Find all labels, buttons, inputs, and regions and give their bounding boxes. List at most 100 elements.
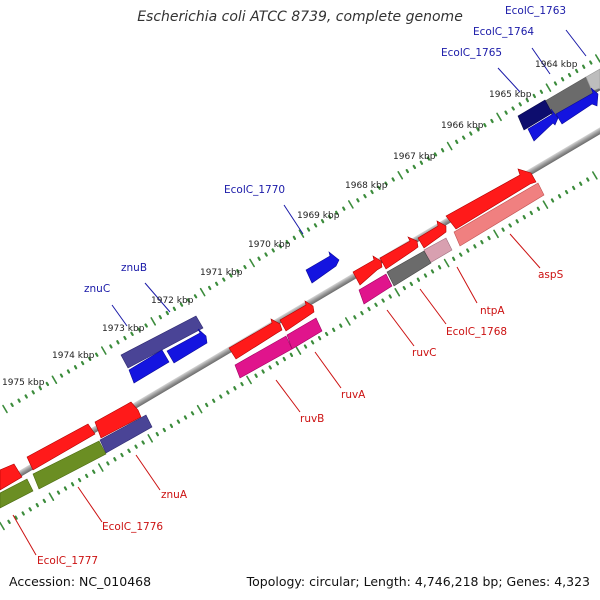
- kbp-minor-tick: [303, 344, 308, 349]
- kbp-minor-tick: [226, 390, 230, 395]
- kbp-minor-tick: [476, 127, 480, 132]
- kbp-minor-tick: [144, 323, 148, 328]
- kbp-label: 1972 kbp: [151, 296, 194, 306]
- gene-label-znuc: znuC: [84, 283, 110, 295]
- kbp-minor-tick: [363, 194, 367, 199]
- kbp-major-tick: [2, 404, 8, 414]
- kbp-minor-tick: [21, 511, 25, 516]
- kbp-minor-tick: [137, 327, 141, 332]
- gene-label-ecolc-1776: EcolC_1776: [102, 521, 163, 533]
- gene-feature-red-ruvb[interactable]: [228, 318, 283, 360]
- kbp-minor-tick: [433, 152, 438, 157]
- kbp-minor-tick: [14, 515, 18, 520]
- kbp-label: 1975 kbp: [2, 378, 45, 388]
- kbp-minor-tick: [179, 302, 184, 307]
- gene-label-ruvc: ruvC: [412, 347, 437, 359]
- kbp-minor-tick: [186, 298, 191, 303]
- kbp-minor-tick: [45, 381, 50, 387]
- kbp-minor-tick: [120, 452, 124, 458]
- kbp-minor-tick: [426, 156, 431, 161]
- kbp-minor-tick: [511, 106, 515, 111]
- kbp-minor-tick: [339, 323, 343, 328]
- kbp-minor-tick: [578, 181, 583, 186]
- kbp-minor-tick: [440, 148, 445, 153]
- kbp-minor-tick: [324, 331, 329, 337]
- gene-feature-olive-ec1777[interactable]: [0, 478, 34, 509]
- kbp-minor-tick: [589, 60, 593, 65]
- gene-feature-red-left[interactable]: [0, 463, 23, 491]
- kbp-label: 1969 kbp: [297, 211, 340, 221]
- kbp-minor-tick: [423, 273, 428, 278]
- gene-feature-blue-top-2[interactable]: [527, 108, 559, 142]
- kbp-major-tick: [51, 375, 58, 385]
- leader-line: [135, 454, 161, 491]
- leader-line: [531, 47, 551, 75]
- genome-backbone: [0, 75, 600, 537]
- kbp-minor-tick: [176, 419, 181, 424]
- kbp-minor-tick: [536, 206, 541, 211]
- kbp-minor-tick: [377, 185, 381, 190]
- kbp-minor-tick: [63, 486, 68, 491]
- kbp-minor-tick: [190, 411, 195, 416]
- kbp-minor-tick: [459, 252, 463, 257]
- gene-feature-red-ntpa[interactable]: [417, 220, 447, 249]
- kbp-minor-tick: [529, 210, 534, 216]
- kbp-minor-tick: [581, 64, 586, 69]
- kbp-minor-tick: [106, 461, 110, 466]
- kbp-minor-tick: [116, 340, 120, 345]
- kbp-minor-tick: [24, 394, 28, 399]
- kbp-minor-tick: [7, 519, 11, 525]
- kbp-minor-tick: [42, 498, 47, 504]
- map-title: Escherichia coli ATCC 8739, complete gen…: [137, 9, 463, 25]
- gene-feature-blue-ec1770[interactable]: [305, 251, 340, 284]
- gene-feature-znub[interactable]: [120, 315, 204, 369]
- kbp-major-tick: [394, 287, 401, 297]
- gene-feature-red-ruvc[interactable]: [352, 255, 383, 286]
- kbp-major-tick: [496, 112, 502, 122]
- leader-line: [565, 29, 587, 57]
- kbp-minor-tick: [550, 198, 555, 203]
- gene-feature-navy-top[interactable]: [517, 99, 553, 131]
- kbp-minor-tick: [313, 223, 318, 228]
- gene-feature-red-ec1776[interactable]: [94, 401, 142, 439]
- leader-line: [144, 282, 171, 313]
- kbp-minor-tick: [193, 294, 198, 299]
- kbp-minor-tick: [567, 72, 572, 78]
- gene-feature-znuc[interactable]: [128, 349, 170, 384]
- kbp-label: 1973 kbp: [102, 324, 145, 334]
- gene-feature-red-ec1768[interactable]: [379, 236, 419, 270]
- kbp-major-tick: [48, 492, 55, 502]
- gene-feature-blue-top[interactable]: [555, 87, 599, 125]
- kbp-minor-tick: [127, 448, 131, 453]
- kbp-minor-tick: [268, 365, 272, 370]
- kbp-minor-tick: [466, 248, 470, 253]
- gene-feature-red-asps[interactable]: [445, 168, 537, 230]
- gene-label-ecolc-1763: EcolC_1763: [505, 5, 566, 17]
- kbp-minor-tick: [405, 169, 409, 174]
- kbp-minor-tick: [87, 356, 92, 361]
- kbp-minor-tick: [94, 352, 99, 357]
- gene-feature-olive-ec1776[interactable]: [32, 440, 107, 490]
- gene-feature-znuc-2[interactable]: [166, 328, 208, 364]
- kbp-minor-tick: [412, 164, 417, 170]
- gene-feature-znua[interactable]: [99, 414, 153, 454]
- kbp-major-tick: [397, 171, 404, 180]
- gene-feature-red-ruva[interactable]: [279, 300, 315, 332]
- kbp-minor-tick: [310, 340, 315, 345]
- gene-feature-magenta-ruvc[interactable]: [358, 273, 393, 305]
- kbp-minor-tick: [356, 198, 360, 203]
- kbp-major-tick: [199, 287, 206, 297]
- kbp-minor-tick: [183, 415, 188, 420]
- kbp-label: 1968 kbp: [345, 181, 388, 191]
- gene-feature-salmon-asps[interactable]: [453, 182, 545, 247]
- kbp-minor-tick: [278, 244, 282, 249]
- gene-feature-gray-ec1768[interactable]: [386, 250, 432, 287]
- gene-feature-magenta-ruvb[interactable]: [234, 335, 293, 379]
- gene-feature-red-ec1777[interactable]: [26, 423, 96, 471]
- map-labels: 1964 kbp 1965 kbp 1966 kbp 1967 kbp 1968…: [2, 5, 578, 567]
- gene-feature-light-gray-top[interactable]: [585, 68, 600, 92]
- kbp-minor-tick: [409, 281, 414, 287]
- gene-feature-magenta-ruva[interactable]: [286, 317, 323, 350]
- kbp-minor-tick: [327, 214, 332, 220]
- kbp-minor-tick: [480, 240, 484, 245]
